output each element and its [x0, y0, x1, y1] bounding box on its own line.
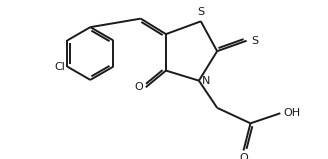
Text: OH: OH	[283, 108, 300, 118]
Text: S: S	[197, 7, 204, 17]
Text: N: N	[202, 76, 210, 86]
Text: O: O	[134, 82, 143, 92]
Text: Cl: Cl	[55, 62, 66, 72]
Text: O: O	[239, 153, 248, 159]
Text: S: S	[251, 36, 258, 46]
